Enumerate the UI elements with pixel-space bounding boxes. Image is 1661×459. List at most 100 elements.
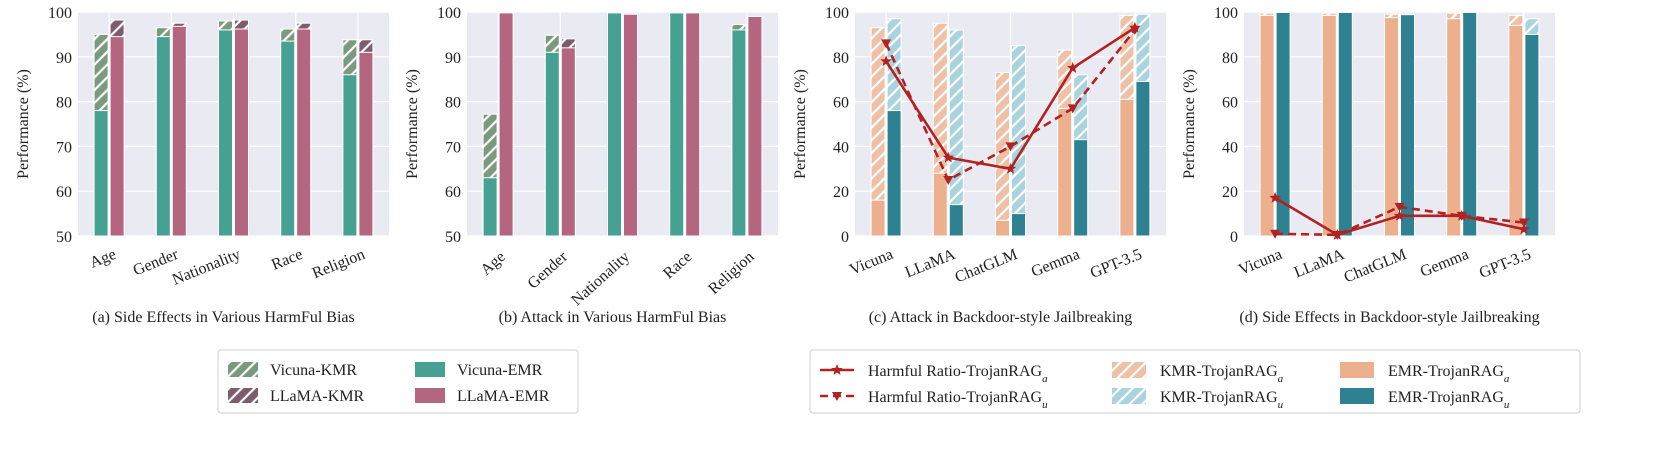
y-tick-label: 90	[445, 50, 461, 67]
bar-llama-emr	[296, 28, 312, 237]
y-axis-label: Performance (%)	[792, 69, 809, 179]
bar-emr-trojanraga	[1119, 98, 1135, 237]
x-tick-label: LLaMA	[1292, 246, 1347, 282]
legend-label: Vicuna-EMR	[457, 362, 543, 379]
bar-emr-trojanragu	[1073, 139, 1089, 237]
bar-emr-trojanraga	[995, 219, 1010, 237]
legend-label: Vicuna-KMR	[270, 362, 357, 379]
x-tick-label: Religion	[310, 246, 367, 282]
legend-label: KMR-TrojanRAGu	[1160, 389, 1284, 411]
bar-emr-trojanragu	[886, 110, 902, 237]
y-tick-label: 80	[833, 50, 849, 67]
y-tick-label: 40	[1222, 139, 1238, 156]
bar-llama-emr	[234, 28, 249, 237]
line-point-triangle	[1270, 229, 1281, 239]
y-tick-label: 100	[825, 5, 849, 22]
y-tick-label: 80	[445, 95, 461, 112]
line-point-triangle	[1067, 104, 1078, 114]
legend-swatch	[1340, 362, 1374, 378]
legend-left: Vicuna-KMR LLaMA-KMR Vicuna-EMR LLaMA-EMR	[217, 349, 579, 414]
bar-emr-trojanraga	[1384, 17, 1399, 237]
line-point-triangle	[1129, 25, 1140, 35]
legend-label: LLaMA-EMR	[457, 388, 550, 405]
x-tick-label: Race	[660, 248, 695, 282]
x-tick-label: LLaMA	[903, 246, 958, 282]
line-point-star	[942, 151, 954, 163]
bar-emr-trojanragu	[1011, 213, 1026, 237]
chart-caption: (c) Attack in Backdoor-style Jailbreakin…	[869, 309, 1133, 326]
bar-llama-emr	[171, 25, 187, 237]
y-tick-label: 80	[1222, 50, 1238, 67]
bar-emr-trojanragu	[948, 204, 964, 237]
bar-vicuna-emr	[607, 12, 622, 237]
legend-label: Harmful Ratio-TrojanRAGa	[868, 363, 1048, 385]
bar-emr-trojanragu	[1462, 11, 1478, 237]
bar-emr-trojanraga	[1508, 24, 1524, 237]
bar-vicuna-emr	[93, 110, 109, 237]
legend-label: EMR-TrojanRAGa	[1388, 363, 1510, 385]
legend-swatch	[228, 388, 258, 403]
y-axis-label: Performance (%)	[404, 69, 421, 179]
x-tick-label: Age	[478, 248, 509, 278]
bar-vicuna-emr	[155, 36, 171, 237]
x-tick-label: Race	[269, 246, 305, 274]
bar-emr-trojanragu	[1524, 33, 1540, 237]
y-tick-label: 70	[56, 139, 72, 156]
y-tick-label: 60	[833, 95, 849, 112]
bar-emr-trojanraga	[1446, 18, 1462, 237]
chart-caption: (b) Attack in Various HarmFul Bias	[499, 309, 727, 326]
bar-llama-emr	[109, 36, 125, 237]
line-point-triangle	[881, 39, 892, 49]
y-tick-label: 20	[1222, 184, 1238, 201]
bar-llama-emr	[685, 12, 701, 237]
bar-emr-trojanraga	[1321, 14, 1337, 237]
y-tick-label: 90	[56, 50, 72, 67]
bar-emr-trojanragu	[1135, 80, 1151, 237]
bar-emr-trojanraga	[932, 172, 948, 237]
bar-vicuna-emr	[544, 51, 560, 237]
legend-swatch	[1112, 362, 1146, 378]
y-tick-label: 100	[48, 5, 72, 22]
x-tick-label: GPT-3.5	[1477, 246, 1534, 282]
x-tick-label: Gemma	[1029, 246, 1082, 281]
line-point-triangle	[1332, 230, 1343, 240]
y-axis-label: Performance (%)	[1181, 69, 1198, 179]
chart-caption: (d) Side Effects in Backdoor-style Jailb…	[1239, 309, 1539, 326]
legend-label: KMR-TrojanRAGa	[1160, 363, 1284, 385]
y-tick-label: 100	[437, 5, 461, 22]
bar-emr-trojanragu	[1400, 14, 1415, 237]
y-tick-label: 40	[833, 139, 849, 156]
bar-llama-emr	[498, 12, 514, 237]
x-tick-label: ChatGLM	[953, 246, 1020, 286]
line-point-star	[1518, 223, 1530, 235]
bar-vicuna-emr	[731, 29, 747, 237]
bar-kmr-trojanragu	[1011, 45, 1026, 237]
x-tick-label: Vicuna	[847, 246, 895, 279]
legend-label: Harmful Ratio-TrojanRAGu	[868, 389, 1048, 411]
y-tick-label: 0	[841, 229, 849, 246]
y-tick-label: 60	[445, 184, 461, 201]
legend-swatch	[1112, 388, 1146, 404]
y-tick-label: 100	[1214, 5, 1238, 22]
line-point-star	[1067, 62, 1079, 73]
y-tick-label: 50	[56, 229, 72, 246]
bar-llama-emr	[747, 15, 763, 237]
line-point-triangle	[1456, 211, 1467, 221]
legend-swatch	[228, 362, 258, 377]
line-point-star	[1004, 162, 1017, 174]
legend-label: EMR-TrojanRAGu	[1388, 389, 1510, 411]
bar-vicuna-emr	[669, 12, 685, 237]
y-tick-label: 20	[833, 184, 849, 201]
x-tick-label: GPT-3.5	[1088, 246, 1145, 282]
legend-box	[809, 349, 1581, 414]
legend-swatch	[415, 362, 445, 377]
bar-llama-emr	[560, 47, 576, 237]
bar-vicuna-emr	[482, 177, 498, 237]
x-tick-label: Religion	[705, 248, 757, 298]
bar-emr-trojanraga	[1259, 14, 1275, 237]
x-tick-label: Vicuna	[1236, 246, 1284, 279]
